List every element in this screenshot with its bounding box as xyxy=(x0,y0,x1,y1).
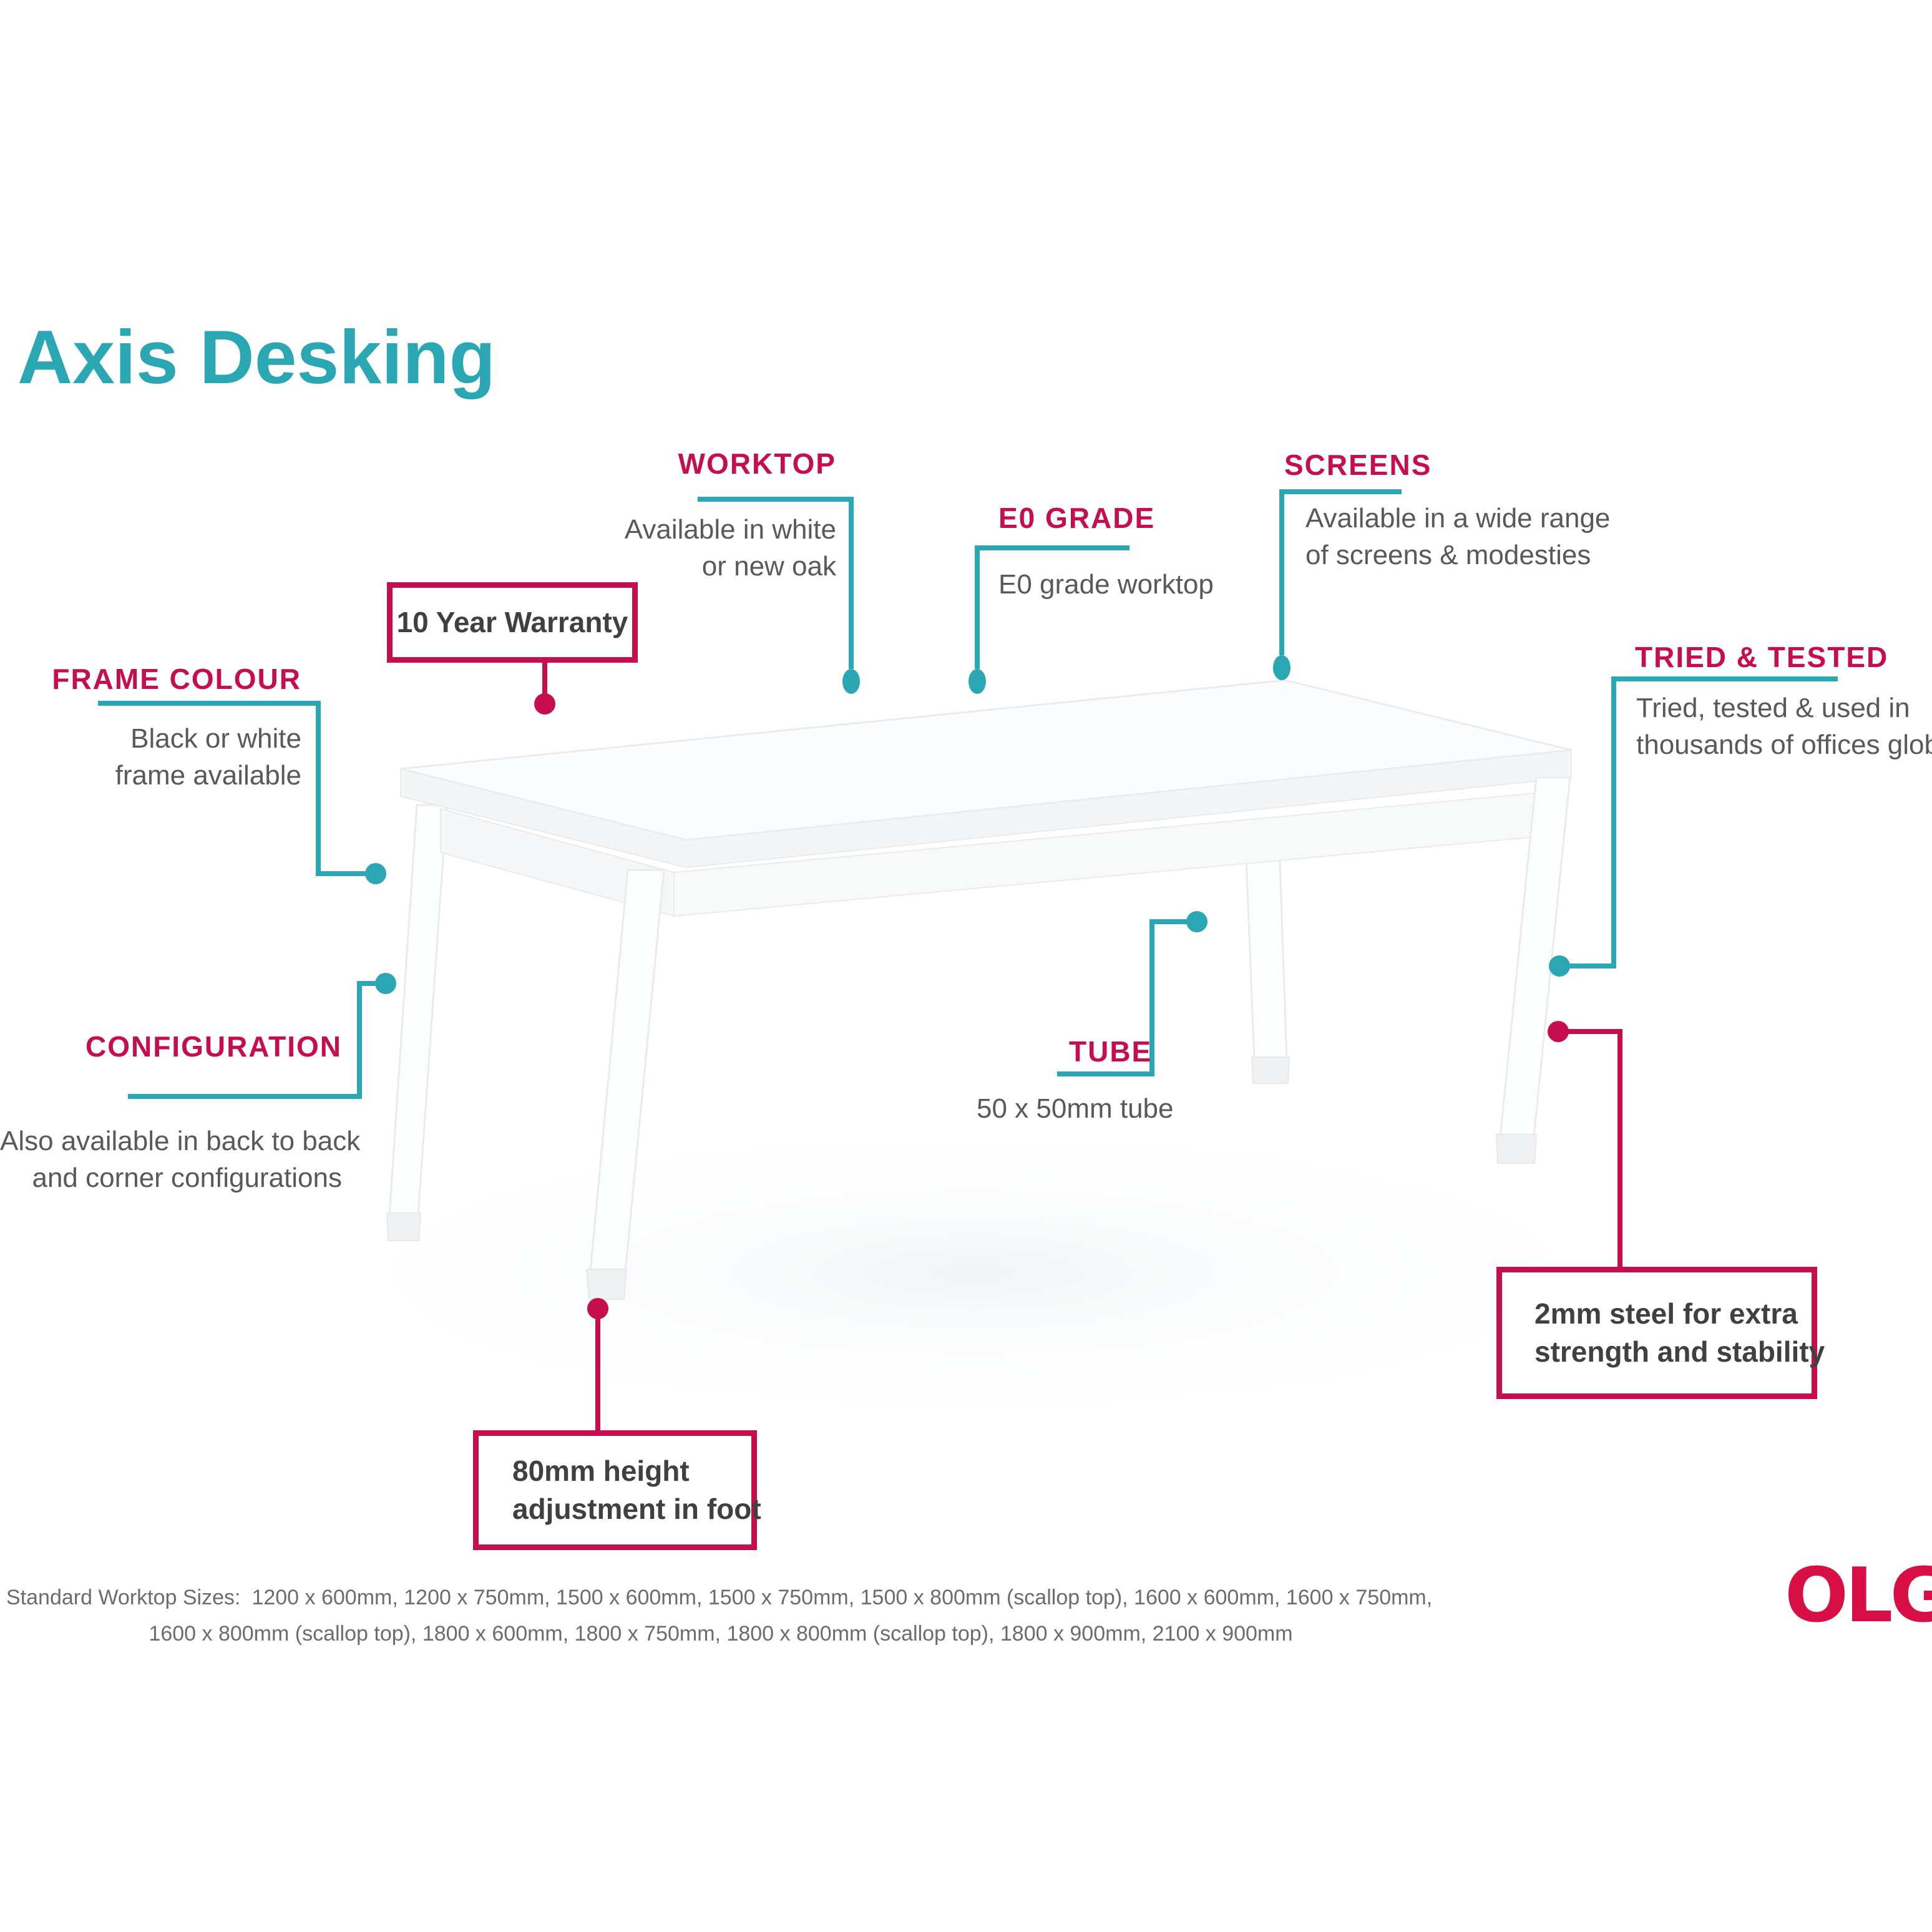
desk-leg-rear-left xyxy=(388,804,448,1217)
olg-logo: OLG xyxy=(1785,1553,1932,1639)
tried-tested-connector-line xyxy=(1568,676,1838,968)
callout-worktop-label: WORKTOP xyxy=(678,447,836,480)
teal-connector-dots xyxy=(365,655,1570,994)
e0-grade-dot xyxy=(968,669,986,694)
callout-tube-label: TUBE xyxy=(1069,1035,1153,1068)
crimson-connector-dots xyxy=(534,693,1569,1319)
callout-tried-label: TRIED & TESTED xyxy=(1635,641,1889,673)
steel-dot xyxy=(1548,1021,1569,1042)
callout-tried-line2: thousands of offices globally xyxy=(1636,729,1932,760)
worktop-dot xyxy=(842,669,860,694)
configuration-dot xyxy=(375,973,396,994)
callout-screens-line1: Available in a wide range xyxy=(1305,503,1611,534)
floor-shadow xyxy=(256,1111,1691,1435)
configuration-connector-line xyxy=(128,981,377,1099)
callout-worktop-line2: or new oak xyxy=(701,550,836,582)
worktop-connector-line xyxy=(698,497,854,669)
steel-box: 2mm steel for extra strength and stabili… xyxy=(1496,1267,1825,1399)
warranty-box-text: 10 Year Warranty xyxy=(396,606,628,639)
desk-leg-rear-right xyxy=(1244,842,1288,1061)
foot-adjust-box: 80mm height adjustment in foot xyxy=(473,1430,761,1550)
desk-foot-front-left xyxy=(586,1269,627,1300)
callout-frame-text: Black or white frame available xyxy=(25,721,301,794)
callout-configuration-line1: Also available in back to back xyxy=(0,1126,361,1156)
page-title: Axis Desking xyxy=(17,315,496,399)
desk-foot-front-right xyxy=(1496,1134,1537,1164)
steel-connector-line xyxy=(1566,1029,1622,1268)
tube-connector-line xyxy=(1057,919,1188,1076)
tube-dot xyxy=(1186,911,1208,932)
callout-worktop-line1: Available in white xyxy=(624,514,836,545)
callout-configuration-line2: and corner configurations xyxy=(32,1162,342,1193)
foot-adjust-dot xyxy=(587,1298,608,1319)
footer-sizes-line2: 1600 x 800mm (scallop top), 1800 x 600mm… xyxy=(149,1621,1293,1646)
frame-colour-dot xyxy=(365,863,386,884)
callout-screens-line2: of screens & modesties xyxy=(1305,539,1591,570)
screens-connector-line xyxy=(1279,489,1402,655)
warranty-box: 10 Year Warranty xyxy=(387,582,638,663)
callout-configuration-text: Also available in back to back and corne… xyxy=(0,1123,361,1197)
tried-tested-dot xyxy=(1549,955,1570,977)
callout-frame-line1: Black or white xyxy=(130,723,301,754)
e0-grade-connector-line xyxy=(975,545,1129,669)
crimson-connectors xyxy=(542,663,1622,1430)
callout-tube-text: 50 x 50mm tube xyxy=(977,1093,1174,1124)
desk-illustration xyxy=(386,679,1573,1300)
footer-label: Standard Worktop Sizes: xyxy=(6,1586,241,1609)
frame-colour-connector-line xyxy=(98,701,367,876)
callout-e0-text: E0 grade worktop xyxy=(998,569,1214,600)
desk-foot-rear-right xyxy=(1251,1056,1290,1084)
callout-tried-text: Tried, tested & used in thousands of off… xyxy=(1636,690,1932,764)
warranty-dot xyxy=(534,693,555,715)
callout-tried-line1: Tried, tested & used in xyxy=(1636,693,1910,723)
callout-frame-line2: frame available xyxy=(115,759,301,791)
steel-box-line2: strength and stability xyxy=(1534,1335,1825,1368)
callout-frame-label: FRAME COLOUR xyxy=(52,663,301,695)
callout-screens-text: Available in a wide range of screens & m… xyxy=(1305,500,1610,574)
callout-configuration-label: CONFIGURATION xyxy=(85,1030,342,1063)
screens-dot xyxy=(1273,655,1290,680)
steel-box-line1: 2mm steel for extra xyxy=(1534,1297,1798,1330)
callout-screens-label: SCREENS xyxy=(1284,449,1432,481)
desk-foot-rear-left xyxy=(386,1212,421,1241)
foot-adjust-box-line2: adjustment in foot xyxy=(512,1493,761,1525)
desk-top-surface xyxy=(399,679,1573,841)
footer-line1: Standard Worktop Sizes: 1200 x 600mm, 120… xyxy=(6,1580,1435,1616)
callout-worktop-text: Available in white or new oak xyxy=(562,512,836,585)
footer-sizes-line1: 1200 x 600mm, 1200 x 750mm, 1500 x 600mm… xyxy=(251,1586,1433,1609)
foot-adjust-box-line1: 80mm height xyxy=(512,1455,690,1488)
callout-e0-label: E0 GRADE xyxy=(998,502,1156,534)
teal-connectors xyxy=(98,489,1838,1099)
footer-sizes: Standard Worktop Sizes: 1200 x 600mm, 120… xyxy=(6,1580,1435,1652)
